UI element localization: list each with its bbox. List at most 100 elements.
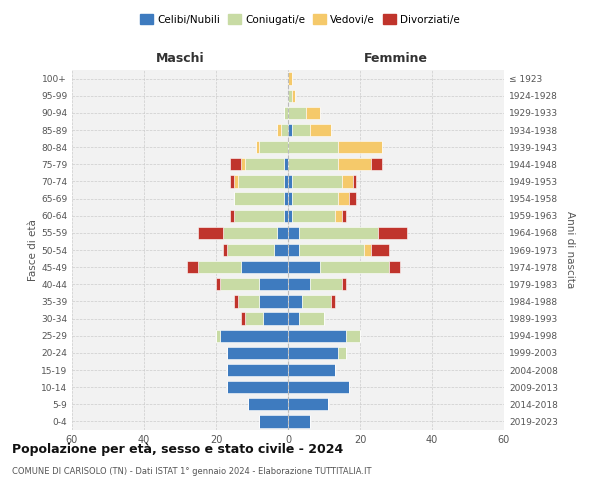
Bar <box>216 278 220 290</box>
Bar <box>288 278 310 290</box>
Bar <box>288 261 320 274</box>
Bar <box>288 72 292 85</box>
Bar <box>284 176 288 188</box>
Bar <box>216 330 220 342</box>
Bar <box>230 176 234 188</box>
Bar <box>259 141 288 154</box>
Text: Maschi: Maschi <box>155 52 205 65</box>
Bar <box>288 176 292 188</box>
Bar <box>241 261 288 274</box>
Bar <box>198 226 223 239</box>
Bar <box>292 124 310 136</box>
Bar <box>371 158 382 170</box>
Bar <box>371 244 389 256</box>
Bar <box>353 176 356 188</box>
Bar <box>198 261 241 274</box>
Bar <box>288 124 292 136</box>
Bar <box>288 296 302 308</box>
Bar <box>248 398 288 410</box>
Bar <box>259 416 288 428</box>
Bar <box>284 106 288 119</box>
Bar <box>187 261 198 274</box>
Text: Popolazione per età, sesso e stato civile - 2024: Popolazione per età, sesso e stato civil… <box>12 442 343 456</box>
Y-axis label: Fasce di età: Fasce di età <box>28 219 38 281</box>
Bar <box>259 296 288 308</box>
Bar <box>288 312 299 324</box>
Bar <box>306 106 320 119</box>
Bar <box>299 226 378 239</box>
Bar <box>288 158 338 170</box>
Bar <box>277 124 281 136</box>
Bar <box>238 176 284 188</box>
Bar <box>227 381 288 394</box>
Bar <box>288 210 292 222</box>
Bar <box>288 106 306 119</box>
Bar <box>288 90 292 102</box>
Bar <box>220 330 288 342</box>
Bar <box>288 226 299 239</box>
Bar <box>292 210 335 222</box>
Bar <box>227 346 288 359</box>
Bar <box>346 330 360 342</box>
Bar <box>284 158 288 170</box>
Bar <box>299 312 324 324</box>
Bar <box>234 210 284 222</box>
Legend: Celibi/Nubili, Coniugati/e, Vedovi/e, Divorziati/e: Celibi/Nubili, Coniugati/e, Vedovi/e, Di… <box>136 10 464 29</box>
Bar <box>338 192 349 204</box>
Bar <box>292 90 295 102</box>
Bar <box>338 158 371 170</box>
Bar <box>342 210 346 222</box>
Bar <box>234 176 238 188</box>
Bar <box>230 158 241 170</box>
Y-axis label: Anni di nascita: Anni di nascita <box>565 212 575 288</box>
Bar <box>288 398 328 410</box>
Bar <box>288 381 349 394</box>
Bar <box>378 226 407 239</box>
Bar <box>230 210 234 222</box>
Bar <box>288 346 338 359</box>
Bar <box>342 278 346 290</box>
Bar <box>241 158 245 170</box>
Bar <box>259 278 288 290</box>
Bar <box>310 124 331 136</box>
Bar <box>349 192 356 204</box>
Bar <box>245 312 263 324</box>
Bar <box>389 261 400 274</box>
Bar <box>320 261 389 274</box>
Bar <box>234 296 238 308</box>
Bar <box>256 141 259 154</box>
Bar <box>331 296 335 308</box>
Bar <box>284 192 288 204</box>
Bar <box>274 244 288 256</box>
Bar <box>342 176 353 188</box>
Bar <box>288 330 346 342</box>
Bar <box>288 141 338 154</box>
Bar <box>234 192 284 204</box>
Bar <box>302 296 331 308</box>
Bar <box>288 192 292 204</box>
Bar <box>241 312 245 324</box>
Bar <box>227 364 288 376</box>
Bar <box>284 210 288 222</box>
Bar <box>223 244 227 256</box>
Bar <box>310 278 342 290</box>
Bar <box>223 226 277 239</box>
Bar <box>245 158 284 170</box>
Text: Femmine: Femmine <box>364 52 428 65</box>
Bar <box>288 364 335 376</box>
Bar <box>338 141 382 154</box>
Bar <box>227 244 274 256</box>
Bar <box>292 176 342 188</box>
Text: COMUNE DI CARISOLO (TN) - Dati ISTAT 1° gennaio 2024 - Elaborazione TUTTITALIA.I: COMUNE DI CARISOLO (TN) - Dati ISTAT 1° … <box>12 468 371 476</box>
Bar <box>277 226 288 239</box>
Bar <box>299 244 364 256</box>
Bar <box>220 278 259 290</box>
Bar <box>288 244 299 256</box>
Bar <box>335 210 342 222</box>
Bar <box>238 296 259 308</box>
Bar <box>281 124 288 136</box>
Bar <box>292 192 338 204</box>
Bar <box>338 346 346 359</box>
Bar <box>288 416 310 428</box>
Bar <box>364 244 371 256</box>
